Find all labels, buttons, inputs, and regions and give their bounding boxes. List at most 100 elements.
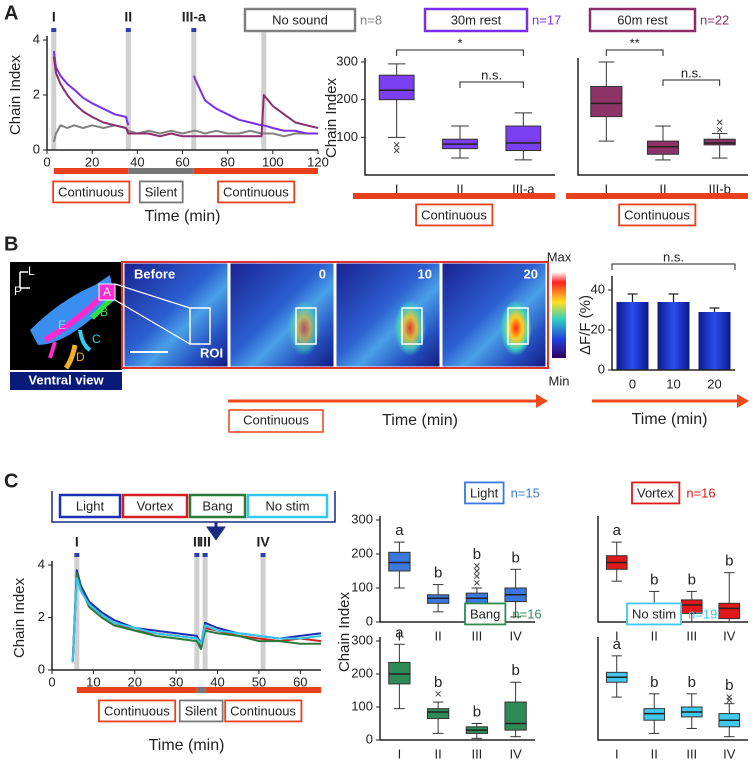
- colorbar-label: Min: [549, 373, 570, 388]
- x-tick-label: IV: [509, 746, 522, 761]
- condition-label: Continuous: [223, 184, 289, 199]
- legend-bracket: [51, 491, 336, 523]
- significance-label: *: [457, 35, 462, 50]
- group-letter: b: [434, 674, 442, 691]
- x-tick-label: 0: [43, 154, 50, 169]
- panel-label: A: [4, 2, 18, 24]
- orientation: [19, 271, 30, 289]
- marker-band: [194, 555, 200, 670]
- y-axis-label: Chain Index: [336, 591, 353, 672]
- chart-title: Bang: [470, 606, 500, 621]
- x-tick-label: II: [435, 746, 442, 761]
- legend-arrow: [206, 522, 226, 541]
- view-box: [10, 372, 122, 390]
- neuron-shape: [63, 344, 78, 370]
- y-tick-label: 300: [351, 632, 373, 647]
- neuron-shape: [48, 341, 57, 359]
- outlier: [726, 694, 733, 700]
- zoom-line: [114, 283, 191, 345]
- marker-label: II: [193, 534, 201, 550]
- arrow-head: [737, 394, 749, 408]
- outlier: [393, 147, 400, 154]
- significance-bracket: [396, 49, 524, 56]
- panel-label: B: [4, 233, 18, 255]
- box: [646, 140, 680, 155]
- chart-n: n=16: [512, 606, 541, 621]
- x-tick-label: II: [456, 181, 463, 196]
- y-tick-label: 200: [351, 665, 373, 680]
- neuron-shape: [78, 329, 92, 352]
- condition-bar: [205, 687, 321, 693]
- x-tick-label: 120: [307, 154, 329, 169]
- bar: [616, 302, 649, 370]
- axis-letter: P: [14, 284, 22, 298]
- x-axis-label: Time (min): [382, 412, 458, 429]
- y-tick-label: 0: [33, 141, 40, 156]
- x-tick-label: 10: [86, 674, 100, 689]
- bar: [698, 312, 731, 370]
- group-letter: a: [613, 636, 622, 653]
- footer-label: Continuous: [421, 207, 487, 222]
- legend-label: Vortex: [137, 498, 174, 513]
- axis: [597, 516, 748, 623]
- marker-band: [261, 30, 267, 150]
- label-box: [217, 180, 296, 204]
- neuron-shape: [90, 298, 112, 320]
- group-letter: b: [725, 553, 733, 570]
- y-tick-label: 100: [351, 579, 373, 594]
- series-line: [71, 577, 322, 663]
- marker-band: [125, 30, 131, 150]
- frame-label: 20: [524, 266, 538, 281]
- outlier: [474, 580, 480, 586]
- box: [718, 602, 741, 620]
- x-tick-label: I: [605, 181, 609, 196]
- label-box: [98, 699, 177, 723]
- x-tick-label: II: [659, 181, 666, 196]
- condition-label: Silent: [145, 184, 178, 199]
- label-box: [464, 602, 507, 626]
- box: [378, 74, 415, 101]
- x-tick-label: 10: [666, 376, 680, 391]
- group-letter: b: [473, 703, 481, 720]
- x-tick-label: IV: [723, 746, 736, 761]
- label-box: [224, 699, 303, 723]
- x-tick-label: 80: [220, 154, 234, 169]
- group-letter: b: [688, 571, 696, 588]
- marker-band: [51, 30, 57, 150]
- colorbar: [552, 272, 566, 358]
- colorbar-label: Max: [547, 249, 572, 264]
- chart-n: n=16: [686, 485, 715, 500]
- y-tick-label: 20: [591, 321, 605, 336]
- outlier: [474, 563, 480, 569]
- legend-n: n=17: [532, 12, 561, 27]
- y-axis-label: Chain Index: [11, 577, 28, 658]
- x-tick-label: 0: [629, 376, 636, 391]
- y-tick-label: 40: [591, 281, 605, 296]
- box: [426, 594, 450, 604]
- significance-label: **: [630, 35, 640, 50]
- y-tick-label: 4: [38, 556, 45, 571]
- x-tick-label: 40: [210, 674, 224, 689]
- panel-label: C: [4, 470, 18, 492]
- marker-band: [191, 30, 197, 150]
- x-tick-label: IV: [509, 628, 522, 643]
- x-tick-label: 20: [707, 376, 721, 391]
- error-bar: [627, 293, 638, 302]
- marker-tick: [202, 553, 208, 557]
- chart-title: No stim: [632, 606, 676, 621]
- frame-label: 10: [418, 266, 432, 281]
- x-tick-label: 0: [48, 674, 55, 689]
- x-tick-label: I: [615, 628, 619, 643]
- roi-label: ROI: [200, 345, 223, 360]
- image-frames: [123, 262, 547, 368]
- marker-tick: [194, 553, 200, 557]
- y-tick-label: 2: [38, 609, 45, 624]
- axis: [597, 637, 748, 741]
- legend-box: [58, 493, 122, 519]
- condition-bar: [353, 193, 555, 199]
- marker-label: I: [75, 534, 79, 550]
- x-tick-label: II: [435, 628, 442, 643]
- x-tick-label: III: [686, 746, 697, 761]
